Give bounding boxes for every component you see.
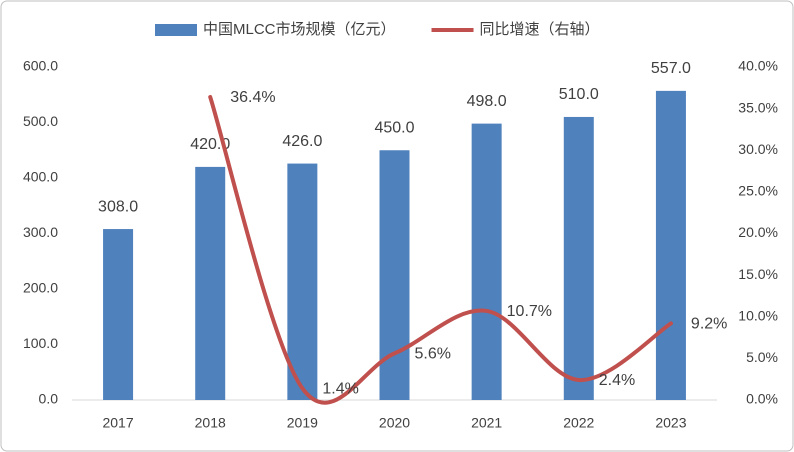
bar-label: 557.0: [651, 60, 691, 77]
y-tick-label: 0.0: [39, 391, 59, 407]
y2-tick-label: 40.0%: [738, 58, 778, 74]
y2-tick-label: 15.0%: [738, 266, 778, 282]
y2-tick-label: 25.0%: [738, 183, 778, 199]
bar: [287, 163, 318, 400]
y-tick-label: 600.0: [23, 58, 58, 74]
y-tick-label: 400.0: [23, 169, 58, 185]
legend-label: 同比增速（右轴）: [480, 21, 600, 38]
y2-tick-label: 10.0%: [738, 307, 778, 323]
y-tick-label: 200.0: [23, 280, 58, 296]
bar: [471, 123, 502, 401]
y-tick-label: 300.0: [23, 224, 58, 240]
bar: [195, 166, 226, 400]
y2-tick-label: 5.0%: [746, 349, 778, 365]
line-label: 10.7%: [507, 303, 552, 320]
bar: [563, 116, 594, 400]
x-tick-label: 2020: [379, 415, 410, 431]
line-label: 9.2%: [691, 316, 727, 333]
x-tick-label: 2021: [471, 415, 502, 431]
x-tick-label: 2023: [655, 415, 686, 431]
x-tick-label: 2017: [102, 415, 133, 431]
y2-tick-label: 0.0%: [746, 391, 778, 407]
y2-tick-label: 30.0%: [738, 141, 778, 157]
x-tick-label: 2018: [195, 415, 226, 431]
bar-label: 426.0: [282, 133, 322, 150]
line-label: 36.4%: [230, 89, 275, 106]
bar: [655, 90, 686, 401]
bar: [103, 229, 134, 400]
line-label: 1.4%: [322, 381, 358, 398]
bar-label: 308.0: [98, 198, 138, 215]
x-tick-label: 2022: [563, 415, 594, 431]
y2-tick-label: 20.0%: [738, 224, 778, 240]
bar: [379, 150, 410, 400]
legend-label: 中国MLCC市场规模（亿元）: [203, 21, 396, 38]
bar-label: 498.0: [467, 93, 507, 110]
line: [208, 94, 673, 405]
y-tick-label: 500.0: [23, 113, 58, 129]
line-label: 5.6%: [415, 346, 451, 363]
bar-label: 450.0: [374, 119, 414, 136]
y-tick-label: 100.0: [23, 335, 58, 351]
line-label: 2.4%: [599, 372, 635, 389]
bar-label: 510.0: [559, 86, 599, 103]
y2-tick-label: 35.0%: [738, 99, 778, 115]
x-tick-label: 2019: [287, 415, 318, 431]
legend-swatch: [155, 24, 197, 36]
